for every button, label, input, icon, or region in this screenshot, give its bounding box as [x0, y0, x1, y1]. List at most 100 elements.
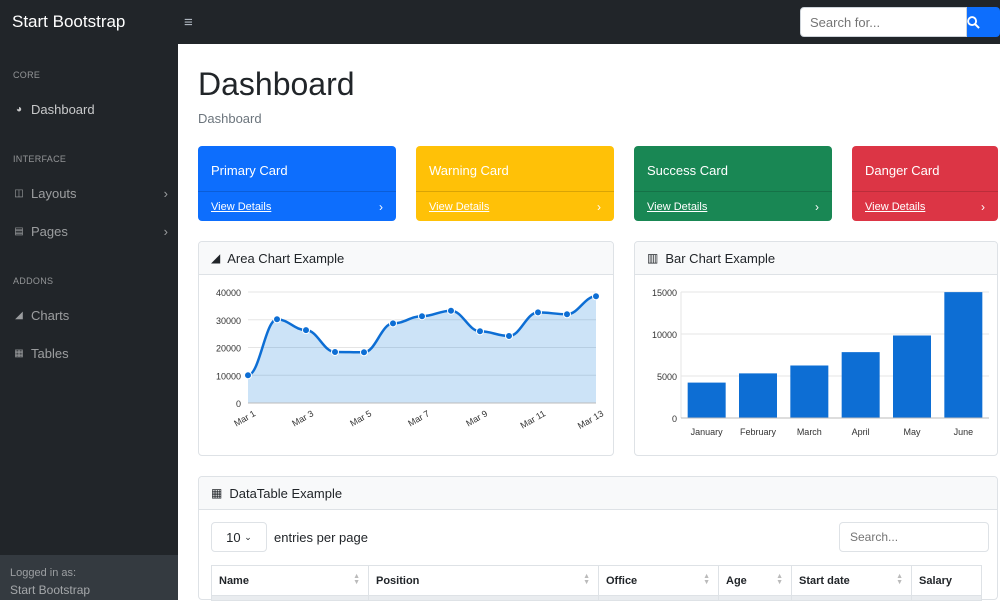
- chart-area-icon: ◢: [211, 251, 221, 265]
- area-fill: [248, 296, 596, 403]
- x-tick-label: Mar 11: [519, 408, 548, 430]
- x-tick-label: Mar 3: [290, 408, 315, 428]
- sidebar-heading-core: Core: [13, 70, 41, 80]
- x-tick-label: February: [740, 427, 777, 437]
- search-icon: [967, 15, 980, 29]
- bar-chart-card: ▥ Bar Chart Example 0 5000 10000 15000 Januar…: [634, 241, 998, 456]
- bar: [687, 382, 726, 418]
- sidebar: Core ◕ Dashboard Interface ◫ Layouts › ▤ Pag…: [0, 44, 178, 600]
- data-point: [447, 306, 455, 315]
- column-header-name[interactable]: Name ▲ ▼: [211, 565, 369, 596]
- bar: [841, 352, 880, 418]
- x-tick-label: January: [691, 427, 724, 437]
- view-details-link[interactable]: View Details: [647, 200, 708, 213]
- sidebar-footer: Logged in as: Start Bootstrap: [0, 555, 178, 600]
- column-header-age[interactable]: Age ▲ ▼: [718, 565, 792, 596]
- sidebar-heading-addons: Addons: [13, 276, 54, 286]
- main-content: Dashboard Dashboard Primary Card View Det…: [178, 44, 1000, 601]
- view-details-link[interactable]: View Details: [211, 200, 272, 213]
- x-tick-label: Mar 9: [464, 408, 489, 428]
- data-point: [505, 331, 513, 340]
- data-point: [563, 310, 571, 319]
- bar: [893, 335, 931, 418]
- data-point: [331, 347, 339, 356]
- x-tick-label: March: [797, 427, 822, 437]
- view-details-link[interactable]: View Details: [865, 200, 926, 213]
- y-tick-label: 15000: [652, 288, 677, 298]
- table-row: [211, 595, 982, 601]
- sidebar-heading-interface: Interface: [13, 154, 67, 164]
- y-tick-label: 0: [672, 414, 677, 424]
- page-title: Dashboard: [198, 66, 355, 102]
- sidebar-item-tables[interactable]: ▦ Tables: [13, 346, 168, 361]
- topbar: Start Bootstrap ≡: [0, 0, 1000, 44]
- per-page-label: entries per page: [274, 529, 368, 545]
- danger-card: Danger Card View Details ›: [852, 146, 998, 221]
- data-point: [476, 327, 484, 336]
- search-form: [800, 7, 1000, 37]
- datatable-card: ▦ DataTable Example 10 ⌄ entries per page…: [198, 476, 998, 601]
- bar: [944, 292, 983, 418]
- entries-per-page-select[interactable]: 10 ⌄: [211, 522, 267, 552]
- area-chart: 0 10000 20000 30000 40000 Mar 1 Mar 3 Mar 5 Mar …: [216, 288, 605, 431]
- search-input[interactable]: [800, 7, 967, 37]
- chevron-right-icon: ›: [163, 224, 168, 239]
- data-point: [534, 308, 542, 317]
- y-tick-label: 10000: [652, 330, 677, 340]
- bar-chart: 0 5000 10000 15000 January February March April…: [652, 288, 989, 437]
- data-point: [302, 326, 310, 335]
- table-search-input[interactable]: [839, 522, 989, 552]
- sidebar-item-label: Tables: [31, 346, 69, 361]
- sidebar-item-label: Charts: [31, 308, 70, 323]
- column-header-salary[interactable]: Salary: [911, 565, 982, 596]
- sort-icon: ▲ ▼: [353, 573, 360, 586]
- x-tick-label: Mar 5: [348, 408, 373, 428]
- data-point: [244, 371, 252, 380]
- success-card: Success Card View Details ›: [634, 146, 832, 221]
- table-icon: ▦: [211, 486, 223, 500]
- column-header-office[interactable]: Office ▲ ▼: [598, 565, 719, 596]
- y-tick-label: 20000: [216, 344, 241, 354]
- sidebar-item-layouts[interactable]: ◫ Layouts ›: [13, 186, 168, 201]
- view-details-link[interactable]: View Details: [429, 200, 490, 213]
- data-point: [592, 292, 600, 301]
- sort-icon: ▲ ▼: [776, 573, 783, 586]
- column-header-start-date[interactable]: Start date ▲ ▼: [791, 565, 912, 596]
- chevron-right-icon[interactable]: ›: [815, 199, 819, 214]
- search-button[interactable]: [967, 7, 1000, 37]
- y-tick-label: 40000: [216, 288, 241, 298]
- chevron-right-icon[interactable]: ›: [981, 199, 985, 214]
- chart-bar-icon: ▥: [647, 251, 659, 265]
- y-tick-label: 5000: [657, 372, 677, 382]
- column-header-position[interactable]: Position ▲ ▼: [368, 565, 599, 596]
- x-tick-label: Mar 7: [406, 408, 431, 428]
- logged-in-user: Start Bootstrap: [10, 583, 91, 597]
- card-title: Warning Card: [429, 163, 509, 178]
- sort-icon: ▲ ▼: [583, 573, 590, 586]
- x-tick-label: May: [903, 427, 921, 437]
- sidebar-toggle-bars-icon[interactable]: ≡: [184, 13, 193, 31]
- sidebar-item-dashboard[interactable]: ◕ Dashboard: [13, 102, 168, 117]
- sort-icon: ▲ ▼: [896, 573, 903, 586]
- sidebar-item-label: Pages: [31, 224, 68, 239]
- bar: [739, 373, 777, 418]
- x-tick-label: June: [954, 427, 974, 437]
- card-title: Primary Card: [211, 163, 288, 178]
- y-tick-label: 30000: [216, 316, 241, 326]
- sidebar-item-label: Layouts: [31, 186, 77, 201]
- sidebar-item-charts[interactable]: ◢ Charts: [13, 308, 168, 323]
- x-tick-label: April: [852, 427, 870, 437]
- columns-icon: ◫: [14, 188, 24, 199]
- breadcrumb: Dashboard: [198, 111, 262, 126]
- data-point: [418, 312, 426, 321]
- chevron-right-icon[interactable]: ›: [597, 199, 601, 214]
- data-point: [273, 315, 281, 324]
- card-title: Success Card: [647, 163, 728, 178]
- per-page-value: 10: [226, 529, 241, 545]
- sidebar-item-pages[interactable]: ▤ Pages ›: [13, 224, 168, 239]
- chart-area-icon: ◢: [15, 310, 23, 321]
- card-header-title: Bar Chart Example: [665, 250, 776, 266]
- brand[interactable]: Start Bootstrap: [12, 12, 126, 31]
- chevron-right-icon[interactable]: ›: [379, 199, 383, 214]
- warning-card: Warning Card View Details ›: [416, 146, 614, 221]
